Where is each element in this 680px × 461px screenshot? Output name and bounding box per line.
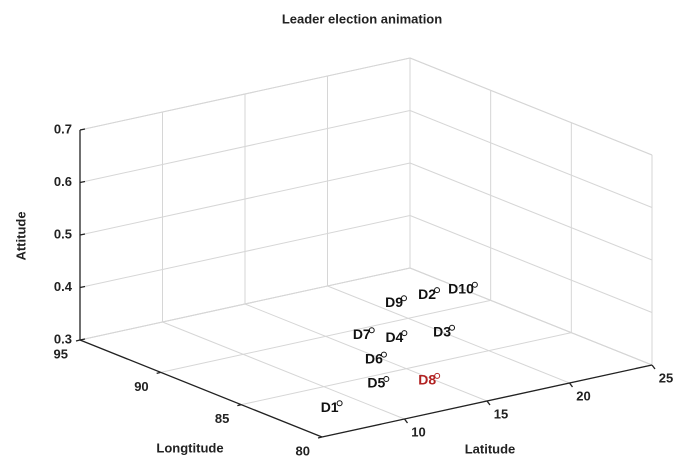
grid-line (409, 267, 653, 366)
grid-line (79, 57, 411, 131)
tick-mark (79, 285, 86, 289)
z-tick-label: 0.5 (54, 226, 72, 241)
point (434, 372, 441, 379)
point-label: D1 (321, 399, 339, 415)
y-tick-label: 80 (296, 443, 310, 458)
grid-line (409, 110, 653, 208)
grid-line (409, 215, 653, 313)
point-label: D5 (367, 375, 385, 391)
point (380, 351, 387, 358)
grid-line (162, 321, 405, 420)
chart-title: Leader election animation (282, 11, 442, 26)
x-tick-label: 10 (411, 424, 425, 439)
grid-line (241, 332, 572, 406)
x-axis (321, 364, 653, 438)
y-tick-label: 95 (54, 346, 68, 361)
tick-mark (79, 128, 86, 131)
z-axis-label: Attitude (13, 211, 28, 260)
point (449, 324, 456, 331)
point-label: D8 (418, 372, 436, 388)
x-tick-label: 15 (494, 406, 508, 421)
point (471, 281, 478, 288)
point-label: D7 (353, 326, 371, 342)
y-tick-label: 85 (215, 411, 229, 426)
point-label: D2 (418, 286, 436, 302)
z-tick-label: 0.4 (54, 279, 73, 294)
tick-mark (79, 233, 86, 236)
point (336, 400, 343, 407)
tick-mark (651, 364, 656, 370)
point (434, 287, 441, 294)
point-label: D6 (365, 350, 383, 366)
point (368, 327, 375, 334)
tick-mark (403, 418, 409, 424)
grid-line (409, 162, 653, 261)
point-label: D4 (385, 329, 403, 345)
y-tick-label: 90 (134, 379, 148, 394)
z-tick-label: 0.7 (54, 121, 72, 136)
tick-mark (79, 180, 86, 184)
x-tick-label: 20 (576, 388, 590, 403)
tick-mark (75, 339, 81, 342)
point (383, 376, 390, 383)
x-axis-label: Latitude (465, 441, 516, 456)
grid-line (327, 285, 570, 384)
grid-line (79, 162, 411, 236)
grid-line (244, 303, 488, 402)
grid-line (79, 267, 411, 341)
y-axis-label: Longtitude (156, 440, 223, 455)
grid-line (160, 299, 491, 373)
z-tick-label: 0.6 (54, 174, 72, 189)
grid-line (409, 57, 653, 156)
point-label: D10 (448, 281, 474, 297)
point (401, 330, 408, 337)
grid-line (79, 110, 411, 183)
y-axis (79, 339, 323, 438)
tick-mark (486, 400, 491, 406)
point (400, 295, 407, 302)
z-tick-label: 0.3 (54, 331, 72, 346)
point-label: D3 (433, 323, 451, 339)
tick-mark (568, 382, 574, 388)
point-label: D9 (385, 294, 403, 310)
grid-line (79, 215, 411, 288)
x-tick-label: 25 (659, 370, 673, 385)
